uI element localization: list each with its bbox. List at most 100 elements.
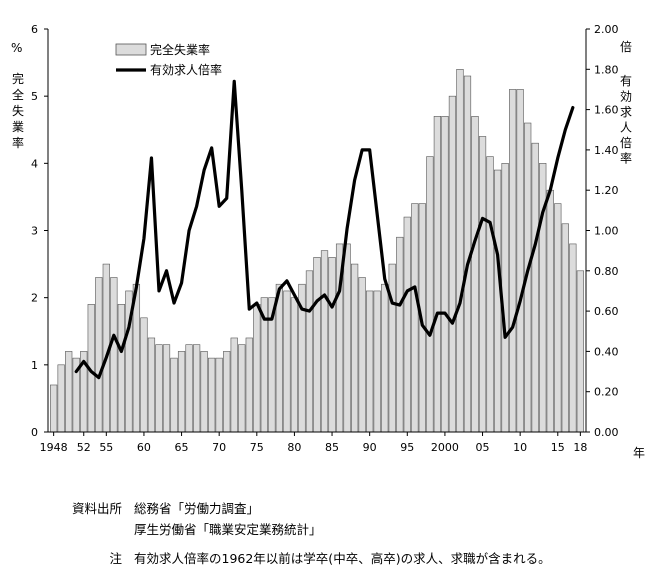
unemployment-bar: [193, 344, 201, 433]
unemployment-bar: [208, 357, 216, 433]
right-tick-label: 2.00: [594, 23, 619, 36]
unemployment-bar: [433, 116, 441, 433]
unemployment-bar: [230, 337, 238, 433]
x-tick-label: 65: [175, 441, 189, 454]
unemployment-bar: [238, 344, 246, 433]
unemployment-bar: [65, 351, 73, 433]
unemployment-bar: [426, 156, 434, 433]
unemployment-bars: [50, 69, 584, 433]
x-tick-label: 90: [363, 441, 377, 454]
unemployment-bar: [448, 95, 457, 433]
source-line-2: 厚生労働省「職業安定業務統計」: [134, 522, 322, 537]
x-tick-label: 75: [250, 441, 264, 454]
unemployment-bar: [155, 344, 163, 433]
right-tick-label: 0.20: [594, 386, 619, 399]
unemployment-bar: [245, 337, 253, 433]
unemployment-bar: [531, 142, 539, 433]
unemployment-bar: [546, 189, 554, 433]
unemployment-bar: [328, 257, 336, 433]
x-tick-label: 2000: [431, 441, 459, 454]
left-axis-title: 完全失業率: [12, 71, 24, 150]
unemployment-bar: [493, 169, 502, 433]
unemployment-bar: [561, 223, 569, 433]
left-tick-label: 3: [31, 225, 38, 238]
chart: 0 1 2 3 4 5 6 0.00 0.20 0.40 0.60 0.80 1.00 1.20 1.40…: [11, 23, 645, 460]
unemployment-bar: [366, 290, 374, 433]
unemployment-bar: [554, 203, 562, 433]
unemployment-bar: [456, 69, 464, 433]
unemployment-bar: [140, 317, 148, 433]
right-tick-label: 0.40: [594, 345, 619, 358]
unemployment-bar: [358, 277, 366, 433]
right-tick-label: 0.60: [594, 305, 619, 318]
right-tick-label: 0.00: [594, 426, 619, 439]
x-tick-label: 70: [212, 441, 226, 454]
x-tick-label: 1948: [40, 441, 68, 454]
tick-marks: [44, 28, 590, 436]
unemployment-bar: [223, 351, 231, 433]
unemployment-bar: [576, 270, 584, 433]
unemployment-bar: [403, 216, 411, 433]
x-axis-unit: 年: [633, 446, 645, 460]
unemployment-bar: [117, 304, 125, 433]
right-tick-label: 1.60: [594, 104, 619, 117]
unemployment-bar: [320, 250, 329, 433]
source-row: 資料出所 総務省「労働力調査」: [50, 498, 551, 519]
x-tick-label: 15: [551, 441, 565, 454]
left-tick-label: 2: [31, 292, 38, 305]
right-tick-label: 1.40: [594, 144, 619, 157]
unemployment-bar: [313, 257, 321, 433]
x-tick-label: 10: [513, 441, 527, 454]
job-ratio-line: [74, 79, 575, 380]
note-row: 注 有効求人倍率の1962年以前は学卒(中卒、高卒)の求人、求職が含まれる。: [50, 548, 550, 569]
x-tick-label: 85: [325, 441, 339, 454]
x-tick-label: 95: [400, 441, 414, 454]
note-label: 注: [109, 551, 122, 566]
unemployment-bar: [95, 277, 103, 433]
right-tick-label: 1.00: [594, 225, 619, 238]
unemployment-bar: [509, 89, 517, 433]
left-tick-label: 5: [31, 90, 38, 103]
source-label: 資料出所: [71, 501, 122, 516]
x-tick-label: 18: [573, 441, 587, 454]
unemployment-bar: [290, 297, 299, 433]
right-axis-tick-labels: 0.00 0.20 0.40 0.60 0.80 1.00 1.20 1.40 1.60 1.80…: [594, 23, 619, 439]
right-axis-unit: 倍: [620, 39, 632, 54]
unemployment-bar: [275, 283, 283, 433]
left-tick-label: 0: [31, 426, 38, 439]
unemployment-bar: [388, 263, 396, 433]
left-tick-label: 4: [31, 157, 38, 170]
source-line-1: 総務省「労働力調査」: [134, 501, 260, 516]
unemployment-bar: [215, 357, 223, 433]
unemployment-bar: [57, 364, 65, 433]
x-tick-label: 05: [476, 441, 490, 454]
unemployment-bar: [50, 384, 58, 433]
x-tick-label: 52: [77, 441, 91, 454]
legend-label-job-ratio: 有効求人倍率: [150, 62, 222, 77]
source-row-2: 厚生労働省「職業安定業務統計」: [50, 519, 551, 540]
unemployment-bar: [351, 263, 359, 433]
unemployment-bar: [471, 116, 479, 433]
unemployment-bar: [305, 270, 314, 433]
unemployment-bar: [411, 203, 419, 433]
unemployment-bar: [162, 344, 171, 433]
x-tick-label: 60: [137, 441, 151, 454]
chart-notes: 資料出所 総務省「労働力調査」 厚生労働省「職業安定業務統計」 注 有効求人倍率…: [50, 498, 551, 569]
legend: 完全失業率 有効求人倍率: [115, 42, 222, 77]
unemployment-bar: [396, 236, 404, 433]
unemployment-bar: [147, 337, 156, 433]
unemployment-bar: [381, 283, 389, 433]
unemployment-bar: [516, 89, 524, 433]
unemployment-bar: [200, 351, 208, 433]
right-tick-label: 0.80: [594, 265, 619, 278]
left-axis-unit: %: [11, 41, 22, 55]
unemployment-bar: [170, 357, 178, 433]
legend-bar-swatch: [115, 43, 147, 56]
x-tick-label: 55: [99, 441, 113, 454]
legend-label-unemployment: 完全失業率: [150, 42, 210, 57]
unemployment-bar: [185, 344, 193, 433]
unemployment-bar: [478, 136, 487, 433]
unemployment-bar: [343, 243, 351, 433]
unemployment-bar: [283, 290, 291, 433]
left-axis-tick-labels: 0 1 2 3 4 5 6: [31, 23, 38, 439]
